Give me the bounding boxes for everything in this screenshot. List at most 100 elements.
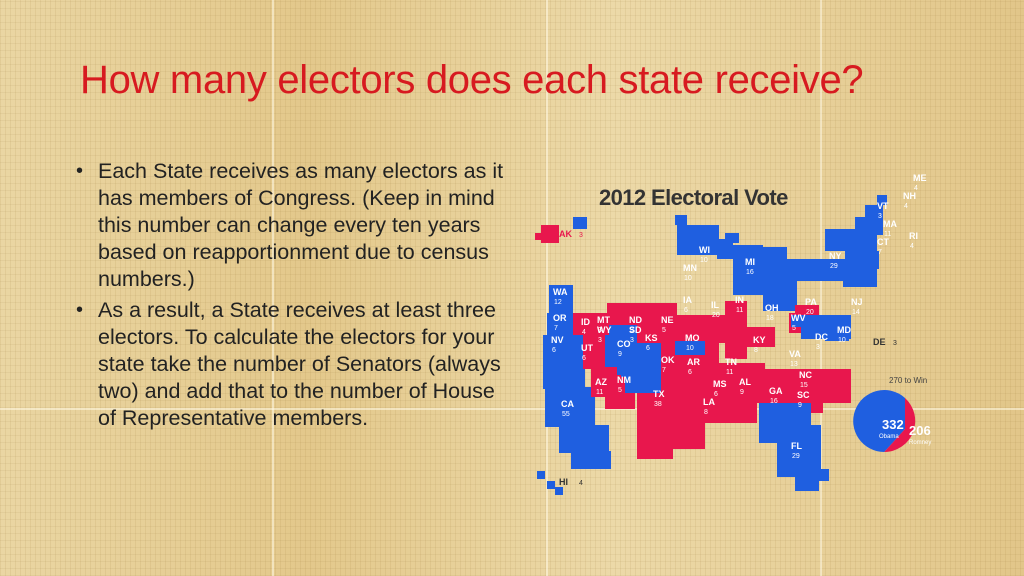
background-seam xyxy=(546,0,548,576)
map-tile xyxy=(825,325,849,341)
map-tile xyxy=(675,341,705,355)
state-abbr-id: ID xyxy=(581,317,591,327)
state-votes-nm: 5 xyxy=(618,387,622,394)
state-votes-ia: 6 xyxy=(684,307,688,314)
state-votes-co: 9 xyxy=(618,351,622,358)
map-tile xyxy=(725,233,739,243)
map-tile xyxy=(625,373,661,393)
state-votes-az: 11 xyxy=(596,389,603,396)
state-votes-me: 4 xyxy=(914,185,918,192)
state-votes-tx: 38 xyxy=(654,401,662,408)
state-abbr-ct: CT xyxy=(877,237,889,247)
state-votes-al: 9 xyxy=(740,389,744,396)
state-abbr-la: LA xyxy=(703,397,715,407)
bullet-icon: • xyxy=(76,299,84,321)
map-tile xyxy=(637,315,727,343)
map-tile xyxy=(731,383,757,423)
state-votes-wy: 3 xyxy=(598,337,602,344)
map-tile xyxy=(815,469,829,481)
map-tile xyxy=(865,205,883,217)
background-seam xyxy=(272,0,274,576)
map-tile xyxy=(675,215,687,225)
state-abbr-me: ME xyxy=(913,173,927,183)
state-abbr-tn: TN xyxy=(725,357,737,367)
state-votes-ok: 7 xyxy=(662,367,666,374)
threshold-label: 270 to Win xyxy=(889,376,927,385)
state-votes-ma: 11 xyxy=(884,231,891,238)
state-abbr-nj: NJ xyxy=(851,297,863,307)
map-tile xyxy=(717,239,733,259)
romney-label: Romney xyxy=(909,440,931,446)
state-votes-ut: 6 xyxy=(582,355,586,362)
state-votes-ms: 6 xyxy=(714,391,718,398)
bullet-text: Each State receives as many electors as … xyxy=(98,159,504,291)
map-tile xyxy=(791,315,815,327)
state-votes-il: 20 xyxy=(712,312,720,319)
state-votes-ne: 5 xyxy=(662,327,666,334)
obama-label: Obama xyxy=(879,434,899,440)
map-tile xyxy=(547,481,555,489)
state-abbr-ga: GA xyxy=(769,386,783,396)
state-abbr-az: AZ xyxy=(595,377,607,387)
slide-title: How many electors does each state receiv… xyxy=(80,58,864,102)
map-tile xyxy=(541,225,559,243)
state-votes-de: 3 xyxy=(893,340,897,347)
state-abbr-mi: MI xyxy=(745,257,755,267)
map-tile xyxy=(545,387,595,427)
map-tile xyxy=(555,487,563,495)
map-title: 2012 Electoral Vote xyxy=(599,185,788,210)
state-votes-sd: 3 xyxy=(630,337,634,344)
map-tile xyxy=(877,195,887,205)
state-votes-mo: 10 xyxy=(686,345,694,352)
map-tile xyxy=(573,217,587,229)
state-abbr-sc: SC xyxy=(797,390,810,400)
map-tile xyxy=(635,349,661,373)
state-votes-ar: 6 xyxy=(688,369,692,376)
state-abbr-wy: WY xyxy=(597,325,612,335)
state-votes-wa: 12 xyxy=(554,299,562,306)
state-abbr-al: AL xyxy=(739,377,751,387)
state-votes-ny: 29 xyxy=(830,263,838,270)
state-votes-ga: 16 xyxy=(770,398,778,405)
bullet-text: As a result, a State receives at least t… xyxy=(98,298,501,430)
state-votes-mi: 16 xyxy=(746,269,754,276)
state-votes-nv: 6 xyxy=(552,347,556,354)
map-tile xyxy=(583,333,605,369)
state-abbr-pa: PA xyxy=(805,297,817,307)
state-abbr-ak: AK xyxy=(559,229,572,239)
map-tile xyxy=(733,245,763,295)
background-seam xyxy=(0,408,1024,410)
state-abbr-wa: WA xyxy=(553,287,568,297)
state-abbr-ny: NY xyxy=(829,251,842,261)
state-abbr-dc: DC xyxy=(815,332,828,342)
state-votes-nd: 3 xyxy=(630,327,634,334)
background-seam xyxy=(820,0,822,576)
state-votes-nj: 14 xyxy=(852,309,860,316)
state-votes-mt: 3 xyxy=(598,327,602,334)
state-votes-id: 4 xyxy=(582,329,586,336)
state-abbr-ks: KS xyxy=(645,333,658,343)
state-votes-va: 13 xyxy=(790,361,798,368)
state-abbr-ar: AR xyxy=(687,357,700,367)
state-votes-ca: 55 xyxy=(562,411,570,418)
map-tile xyxy=(559,425,609,453)
state-votes-ri: 4 xyxy=(910,243,914,250)
state-votes-dc: 3 xyxy=(816,344,820,351)
result-badge: 270 to Win 332 Obama 206 Romney xyxy=(853,376,931,452)
state-abbr-ia: IA xyxy=(683,295,693,305)
obama-slice xyxy=(853,389,905,452)
state-abbr-nc: NC xyxy=(799,370,812,380)
state-votes-ky: 8 xyxy=(754,347,758,354)
state-abbr-va: VA xyxy=(789,349,801,359)
state-abbr-ca: CA xyxy=(561,399,574,409)
map-tile xyxy=(763,275,797,311)
map-tile xyxy=(825,229,877,251)
state-abbr-nm: NM xyxy=(617,375,631,385)
state-votes-pa: 20 xyxy=(806,309,814,316)
state-abbr-ne: NE xyxy=(661,315,674,325)
state-abbr-nh: NH xyxy=(903,191,916,201)
state-votes-oh: 18 xyxy=(766,315,774,322)
state-abbr-wv: WV xyxy=(791,313,806,323)
state-abbr-sd: SD xyxy=(629,325,642,335)
romney-votes: 206 xyxy=(909,423,931,438)
